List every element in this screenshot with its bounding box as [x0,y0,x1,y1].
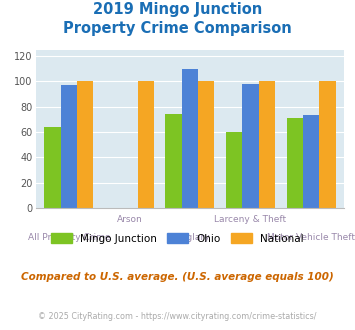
Bar [44,127,61,208]
Bar [198,81,214,208]
Bar [259,81,275,208]
Legend: Mingo Junction, Ohio, National: Mingo Junction, Ohio, National [48,230,307,247]
Bar [242,84,259,208]
Text: Property Crime Comparison: Property Crime Comparison [63,21,292,36]
Bar [182,69,198,208]
Bar [137,81,154,208]
Text: Burglary: Burglary [171,233,209,242]
Text: Compared to U.S. average. (U.S. average equals 100): Compared to U.S. average. (U.S. average … [21,272,334,282]
Bar [77,81,93,208]
Bar [303,115,319,208]
Bar [319,81,335,208]
Bar [165,114,182,208]
Bar [61,85,77,208]
Text: 2019 Mingo Junction: 2019 Mingo Junction [93,2,262,16]
Text: All Property Crime: All Property Crime [28,233,110,242]
Bar [226,132,242,208]
Text: Motor Vehicle Theft: Motor Vehicle Theft [267,233,355,242]
Text: Larceny & Theft: Larceny & Theft [214,214,286,223]
Text: © 2025 CityRating.com - https://www.cityrating.com/crime-statistics/: © 2025 CityRating.com - https://www.city… [38,312,317,321]
Text: Arson: Arson [116,214,142,223]
Bar [286,118,303,208]
